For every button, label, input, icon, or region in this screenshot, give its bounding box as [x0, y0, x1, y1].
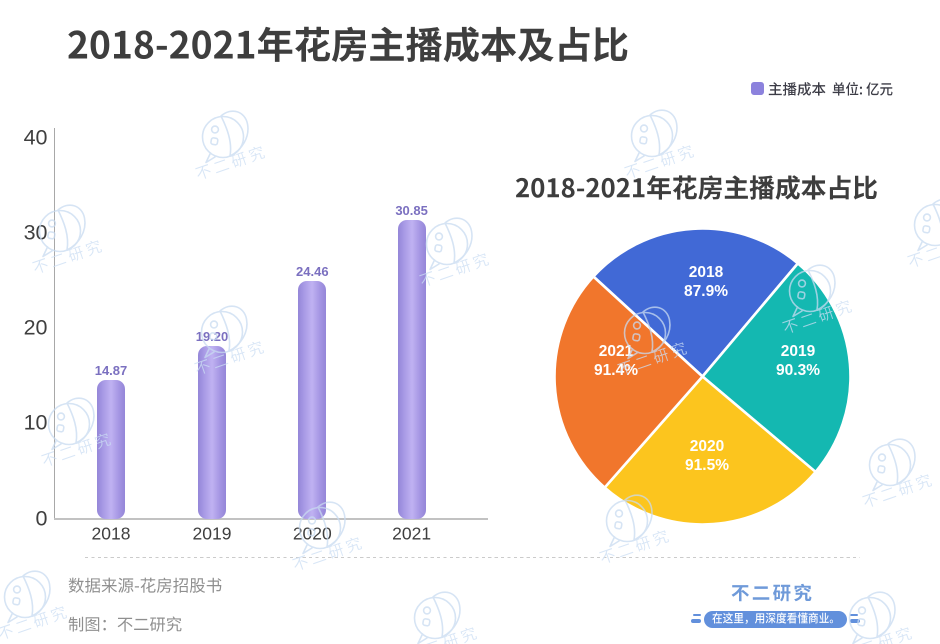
y-axis-tick-label: 20	[23, 315, 48, 340]
pie-slice-label: 2021 91.4%	[594, 342, 638, 380]
pie-slice-label: 2019 90.3%	[776, 342, 820, 380]
bar-value-label: 14.87	[94, 362, 128, 378]
banner-cap-right-top	[849, 613, 858, 617]
watermark-stamp	[418, 218, 489, 288]
y-axis-line	[53, 128, 56, 520]
separator-line	[85, 556, 860, 559]
y-axis-tick-label: 40	[23, 125, 48, 150]
x-axis-line	[53, 517, 488, 520]
bar	[397, 220, 426, 519]
pie-chart-title	[515, 174, 877, 200]
pie-slice-2021	[553, 275, 704, 489]
bar-value-label: 24.46	[296, 263, 329, 279]
watermark-stamp	[781, 265, 852, 335]
page-title	[68, 26, 628, 63]
pie-slice-percent: 91.4%	[594, 362, 638, 379]
pie-slice-year: 2021	[598, 343, 634, 360]
pie-slice-year: 2019	[780, 343, 816, 360]
watermark-stamp	[861, 439, 932, 509]
y-axis-tick-label: 30	[23, 220, 48, 245]
watermark-stamp	[598, 495, 669, 565]
watermark-stamp	[906, 199, 940, 269]
bar	[97, 380, 125, 519]
legend-unit-label	[832, 82, 893, 96]
pie-slice-label: 2020 91.5%	[685, 437, 729, 475]
bar-value-label: 19.20	[195, 328, 229, 344]
watermark-stamp	[194, 111, 265, 181]
banner-cap-left-bottom	[691, 619, 701, 623]
banner-cap-right-bottom	[849, 619, 860, 623]
legend-swatch	[750, 81, 764, 95]
bar	[198, 346, 226, 519]
pie-slice-year: 2020	[689, 438, 725, 455]
pie-slice-percent: 87.9%	[684, 282, 728, 300]
bar-value-label: 30.85	[395, 202, 428, 218]
x-axis-category-label: 2019	[192, 522, 232, 543]
footer-source	[68, 577, 222, 593]
pie-slice-percent: 90.3%	[776, 362, 820, 379]
pie-slice-label: 2018 87.9%	[684, 263, 728, 301]
legend-series-label	[768, 82, 826, 96]
banner-cap-left-top	[693, 613, 701, 617]
bar	[298, 281, 327, 519]
watermark-stamp	[406, 592, 477, 644]
y-axis-tick-label: 0	[35, 505, 48, 530]
x-axis-category-label: 2021	[392, 522, 432, 543]
pie-slice-year: 2018	[688, 263, 724, 281]
x-axis-category-label: 2020	[292, 522, 332, 543]
banner-slogan	[711, 612, 833, 625]
pie-slice-percent: 91.5%	[685, 457, 729, 474]
y-axis-tick-label: 10	[23, 410, 48, 435]
x-axis-category-label: 2018	[91, 522, 131, 543]
brand-logo-text	[731, 583, 811, 602]
footer-credit	[68, 616, 182, 632]
watermark-stamp	[0, 571, 68, 641]
